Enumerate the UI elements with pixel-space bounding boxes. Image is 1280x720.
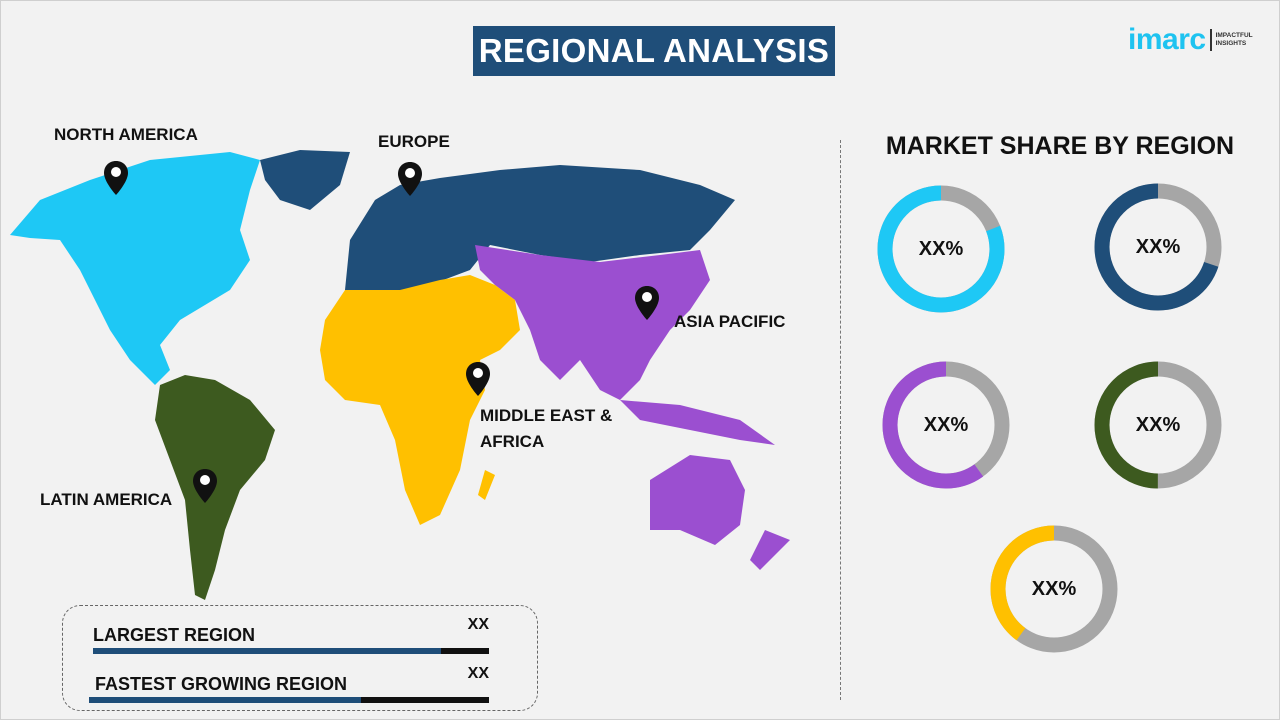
imarc-logo: imarc IMPACTFUL INSIGHTS [1128, 20, 1253, 60]
donut-chart: XX% [1093, 182, 1223, 312]
donut-segment [1094, 361, 1222, 489]
donut-segment [990, 525, 1118, 653]
summary-row-largest: LARGEST REGION XX [93, 616, 489, 654]
location-pin-icon [193, 469, 217, 503]
region-label-asia-pacific: ASIA PACIFIC [674, 312, 786, 331]
map-region-middle-east-africa [320, 275, 520, 525]
location-pin-icon [104, 161, 128, 195]
logo-word: imarc [1128, 23, 1206, 56]
location-pin-icon [398, 162, 422, 196]
region-label-north-america: NORTH AMERICA [54, 125, 198, 144]
summary-value: XX [467, 665, 489, 682]
donut-label: XX% [918, 237, 964, 260]
region-label-europe: EUROPE [378, 132, 450, 151]
map-australia [650, 455, 745, 545]
map-greenland [260, 150, 350, 210]
summary-bar-fill [89, 697, 361, 703]
donut-segment [882, 361, 1010, 489]
summary-bar [89, 697, 489, 703]
summary-label: LARGEST REGION [93, 625, 256, 645]
donut-segment [1094, 183, 1222, 311]
section-divider [840, 140, 841, 700]
map-new-zealand [750, 530, 790, 570]
map-region-asia-pacific [475, 245, 710, 400]
donut-label: XX% [1031, 577, 1077, 600]
summary-label: FASTEST GROWING REGION [95, 674, 348, 694]
map-region-europe [345, 165, 735, 295]
donut-label: XX% [923, 413, 969, 436]
summary-value: XX [467, 616, 489, 633]
logo-tagline: IMPACTFUL INSIGHTS [1215, 32, 1253, 47]
region-label-latin-america: LATIN AMERICA [40, 490, 173, 509]
map-indonesia [620, 400, 775, 445]
region-label-middle-east-africa: MIDDLE EAST & AFRICA [480, 406, 613, 451]
summary-box: LARGEST REGION XX FASTEST GROWING REGION… [62, 605, 538, 711]
location-pin-icon [635, 286, 659, 320]
donut-chart: XX% [881, 360, 1011, 490]
summary-row-fastest: FASTEST GROWING REGION XX [89, 665, 489, 703]
donut-label: XX% [1135, 413, 1181, 436]
summary-bar [93, 648, 489, 654]
donut-label: XX% [1135, 235, 1181, 258]
map-region-north-america [10, 152, 260, 385]
market-share-title: MARKET SHARE BY REGION [885, 132, 1235, 160]
map-madagascar [478, 470, 495, 500]
donut-chart: XX% [876, 184, 1006, 314]
summary-bar-fill [93, 648, 442, 654]
donut-chart: XX% [1093, 360, 1223, 490]
location-pin-icon [466, 362, 490, 396]
logo-separator [1209, 29, 1212, 51]
donut-chart: XX% [989, 524, 1119, 654]
page-title: REGIONAL ANALYSIS [473, 26, 835, 76]
donut-segment [877, 185, 1005, 313]
